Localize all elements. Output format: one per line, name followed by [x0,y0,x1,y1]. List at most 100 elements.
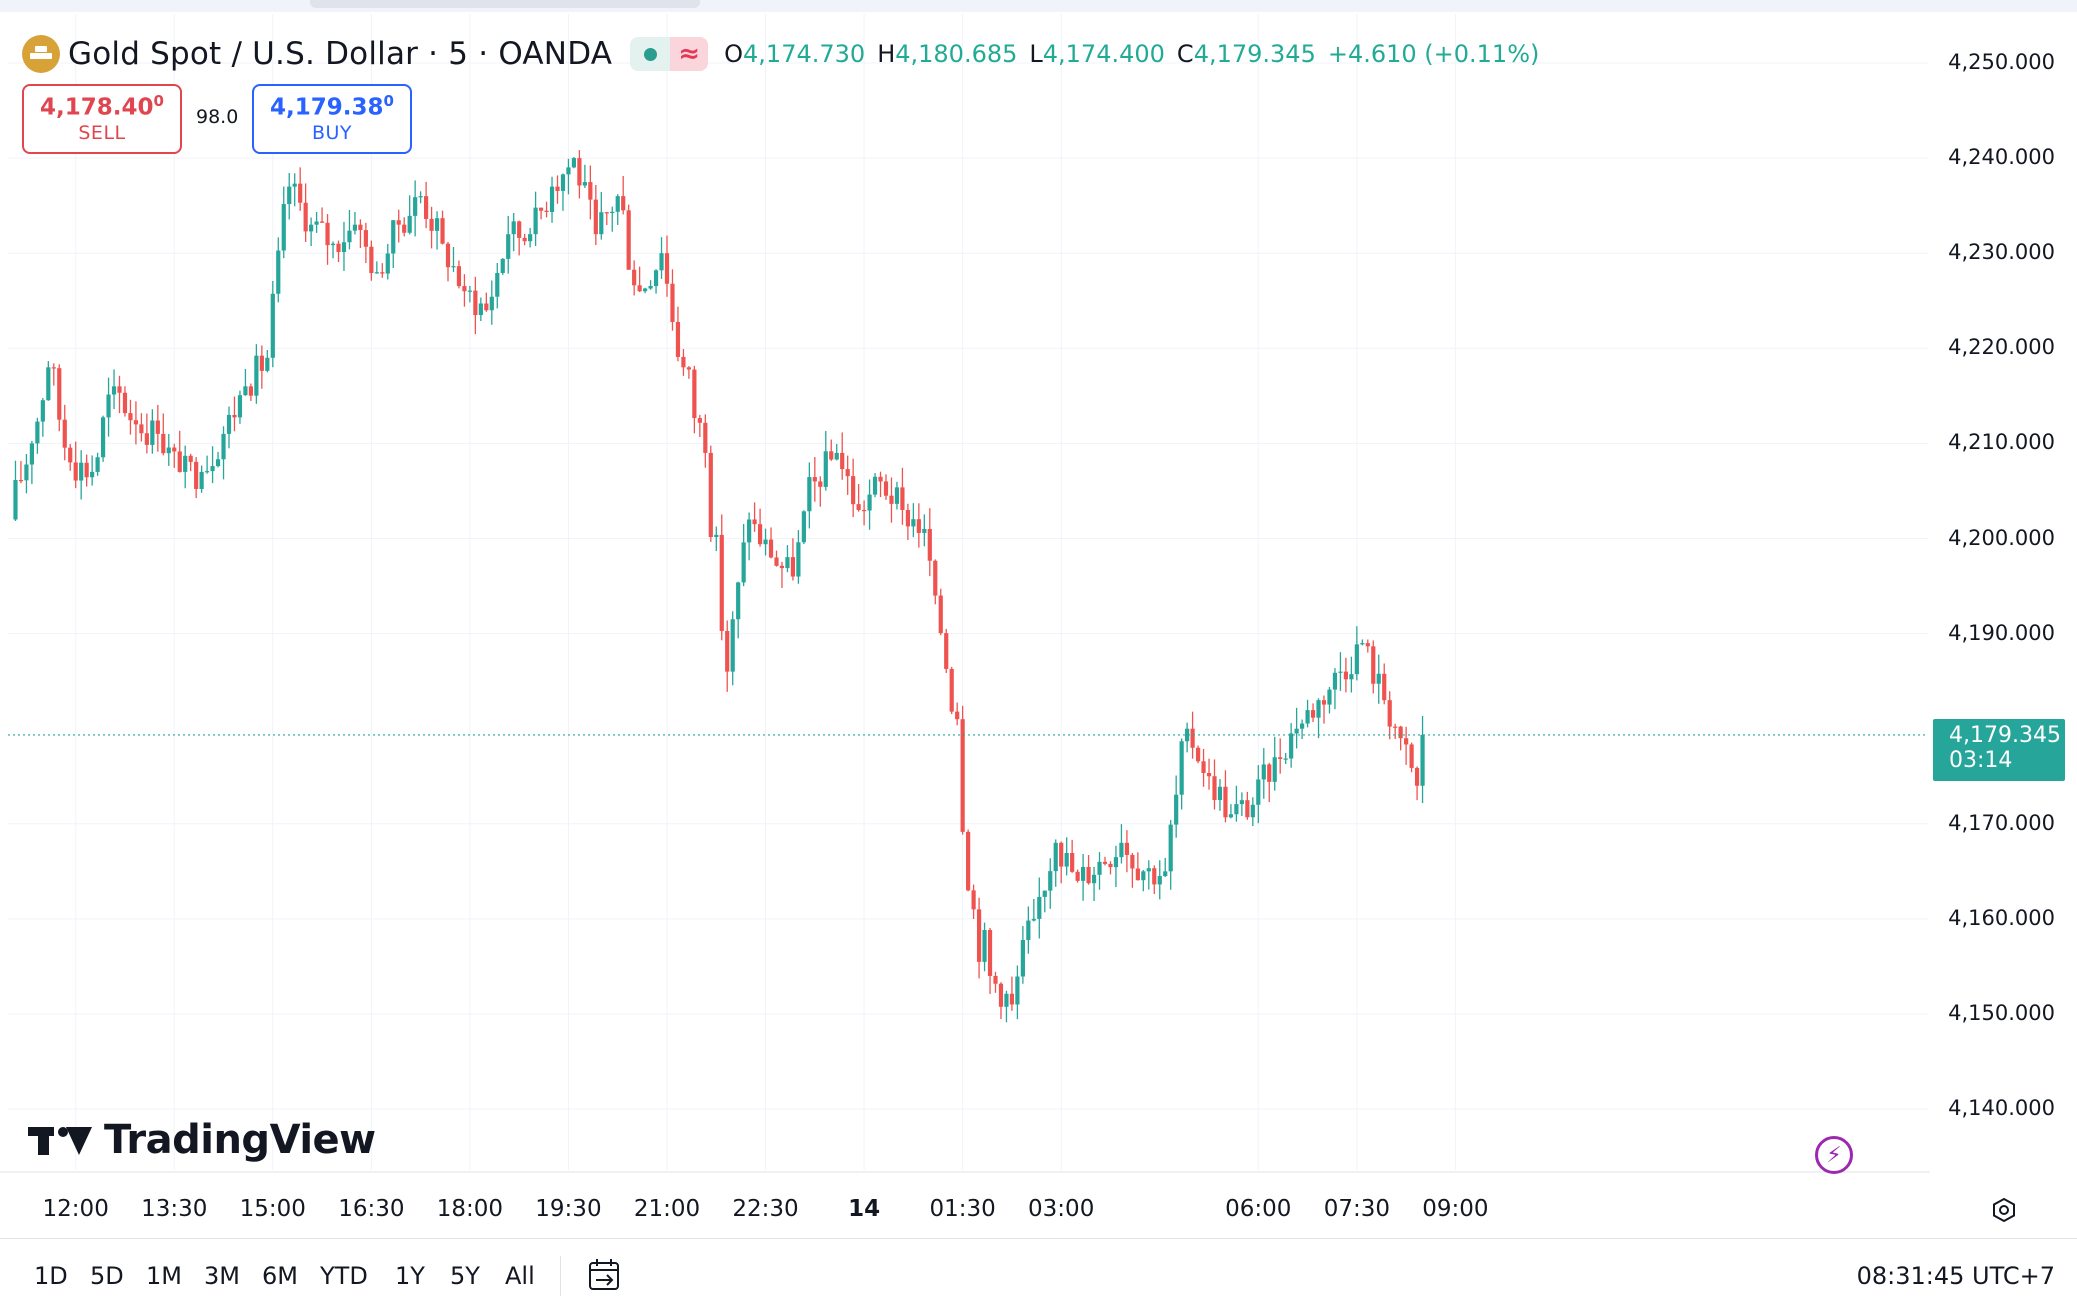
range-button-all[interactable]: All [505,1262,535,1290]
range-button-5y[interactable]: 5Y [450,1262,480,1290]
candle-body [801,511,806,543]
time-axis-label: 19:30 [535,1196,602,1222]
clock-timezone[interactable]: 08:31:45 UTC+7 [1856,1262,2055,1290]
candle-body [675,321,681,357]
candle-body [172,447,177,452]
candle-body [517,221,522,238]
candle-body [106,394,111,418]
market-status-pill[interactable]: ≈ [630,37,709,71]
candle-body [1075,871,1080,881]
range-button-1d[interactable]: 1D [34,1262,68,1290]
candle-body [1108,863,1113,868]
candle-body [1327,689,1332,705]
candle-body [1234,804,1239,815]
candle-body [681,356,686,368]
tradingview-wordmark: TradingView [104,1117,376,1163]
candle-body [998,983,1004,1007]
candle-body [911,519,916,527]
candle-body [347,230,352,243]
symbol-title[interactable]: Gold Spot / U.S. Dollar · 5 · OANDA [68,36,613,72]
candle-body [413,197,418,216]
time-axis-label: 07:30 [1323,1196,1390,1222]
price-axis-label: 4,250.000 [1948,50,2055,74]
change-value: +4.610 (+0.11%) [1327,40,1540,68]
candle-body [604,212,609,214]
chart-settings-icon[interactable] [1990,1196,2018,1224]
sell-button[interactable]: 4,178.400 SELL [22,84,182,154]
candle-body [1278,757,1283,759]
candle-body [1141,871,1146,881]
candle-body [1300,723,1305,729]
tradingview-logo[interactable]: TradingView [28,1117,376,1163]
candle-body [1217,786,1223,801]
bottom-toolbar [0,1238,2077,1304]
candle-body [1398,726,1403,739]
candle-body [752,519,757,525]
candle-body [741,542,746,583]
buy-price-sup: 0 [383,92,394,110]
candle-body [1316,700,1321,718]
candle-body [533,207,538,235]
candle-body [495,272,500,297]
candle-body [35,421,40,444]
candle-body [380,272,385,274]
candle-body [1009,993,1015,1005]
candle-body [708,452,713,538]
candle-body [429,218,434,231]
candle-body [719,534,724,631]
price-axis-label: 4,240.000 [1948,145,2055,170]
range-button-5d[interactable]: 5D [90,1262,124,1290]
go-to-date-icon[interactable] [586,1256,624,1294]
candle-body [462,286,467,292]
candle-body [1283,758,1288,760]
candlestick-chart[interactable] [0,0,2077,1240]
candle-body [1305,710,1310,724]
lightning-icon[interactable]: ⚡ [1815,1136,1853,1174]
candle-body [68,447,73,463]
open-value: 4,174.730 [743,40,866,68]
price-axis-label: 4,170.000 [1948,810,2055,835]
candle-body [659,253,664,271]
candle-body [944,633,949,669]
candle-body [374,272,379,274]
candle-body [237,395,243,418]
candle-body [593,199,598,235]
sell-price-sup: 0 [153,92,164,110]
range-button-1m[interactable]: 1M [146,1262,182,1290]
candle-body [812,477,817,482]
candle-body [144,433,149,445]
candle-body [1130,854,1135,869]
candle-body [697,418,702,423]
candle-body [434,218,440,231]
candle-body [599,212,604,235]
candle-body [210,466,215,472]
candle-body [544,210,549,212]
candle-body [763,539,768,545]
candle-body [960,719,965,832]
candle-body [155,420,160,434]
candle-body [1387,700,1392,727]
candle-body [1004,993,1009,1007]
time-axis-label: 18:00 [436,1196,504,1222]
range-button-3m[interactable]: 3M [204,1262,240,1290]
range-button-ytd[interactable]: YTD [320,1262,368,1290]
candle-body [1261,764,1266,780]
candle-body [966,831,971,891]
time-axis-label: 22:30 [732,1196,799,1222]
candle-body [577,158,582,186]
candle-body [330,243,336,246]
candle-body [845,469,850,477]
candle-body [1321,700,1327,705]
candle-body [177,451,182,472]
candle-body [1113,857,1119,868]
candle-body [13,480,18,520]
candle-body [248,386,253,396]
candle-body [747,519,752,543]
range-button-6m[interactable]: 6M [262,1262,298,1290]
candle-body [484,303,489,311]
range-button-1y[interactable]: 1Y [395,1262,425,1290]
buy-button[interactable]: 4,179.380 BUY [252,84,412,154]
candle-body [610,211,615,213]
candle-body [949,668,954,712]
candle-body [993,975,998,984]
